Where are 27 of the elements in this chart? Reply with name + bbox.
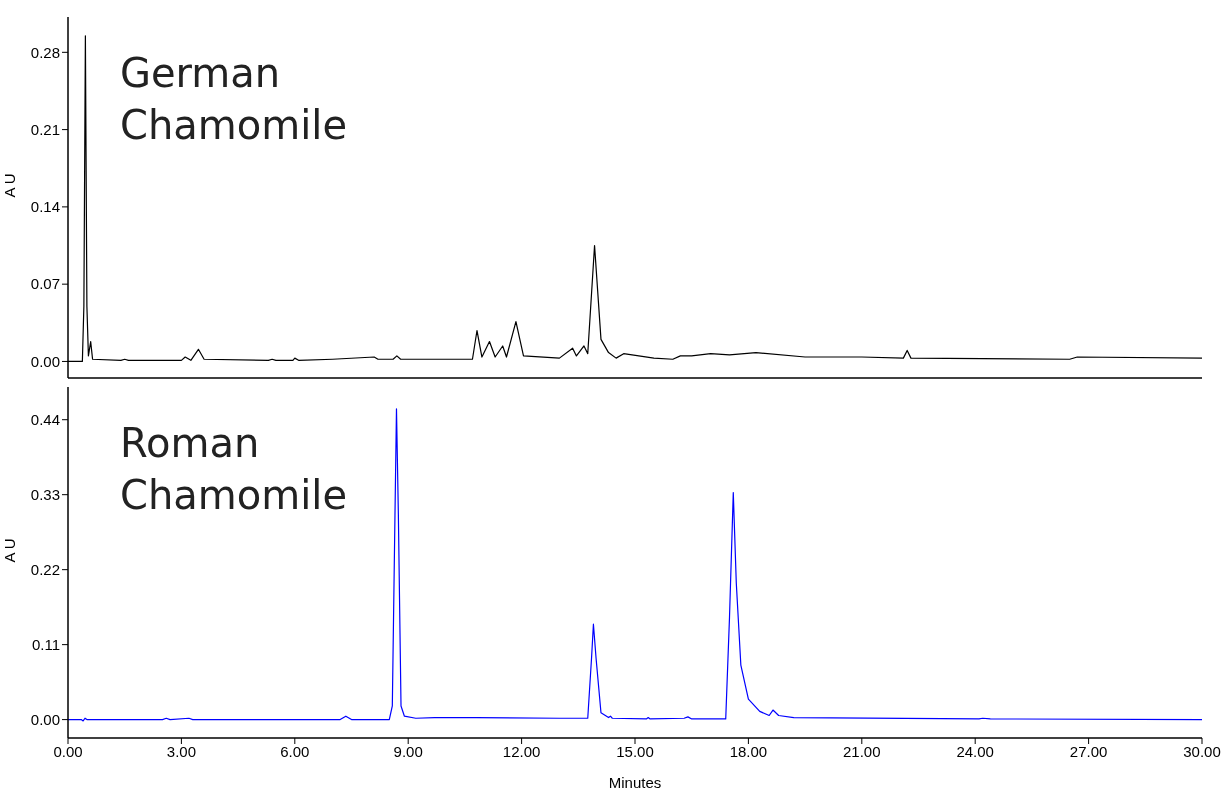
y-axis-title: A U (1, 538, 19, 563)
x-tick-label: 21.00 (843, 742, 881, 760)
y-tick-label: 0.28 (30, 43, 60, 61)
x-tick-label: 0.00 (53, 742, 83, 760)
y-tick-label: 0.00 (30, 352, 60, 370)
x-tick-label: 30.00 (1183, 742, 1221, 760)
x-tick-label: 15.00 (616, 742, 654, 760)
y-tick-label: 0.33 (30, 486, 60, 504)
x-tick-label: 9.00 (393, 742, 423, 760)
x-tick-label: 18.00 (729, 742, 768, 760)
x-tick-label: 3.00 (166, 742, 196, 760)
y-axis-title: A U (1, 173, 19, 198)
x-axis-title: Minutes (608, 774, 662, 791)
y-tick-label: 0.22 (30, 560, 60, 578)
x-tick-label: 6.00 (280, 742, 310, 760)
y-tick-label: 0.07 (30, 275, 60, 293)
y-tick-label: 0.14 (30, 198, 60, 216)
x-tick-label: 12.00 (502, 742, 541, 760)
y-tick-label: 0.21 (30, 120, 60, 138)
text: German Chamomile (120, 49, 348, 150)
x-tick-label: 24.00 (956, 742, 994, 760)
text: Roman Chamomile (120, 419, 348, 520)
y-tick-label: 0.44 (30, 411, 60, 429)
y-tick-label: 0.11 (31, 635, 60, 653)
line-series (68, 408, 1202, 722)
y-tick-label: 0.00 (30, 710, 60, 728)
x-tick-label: 27.00 (1069, 742, 1108, 760)
